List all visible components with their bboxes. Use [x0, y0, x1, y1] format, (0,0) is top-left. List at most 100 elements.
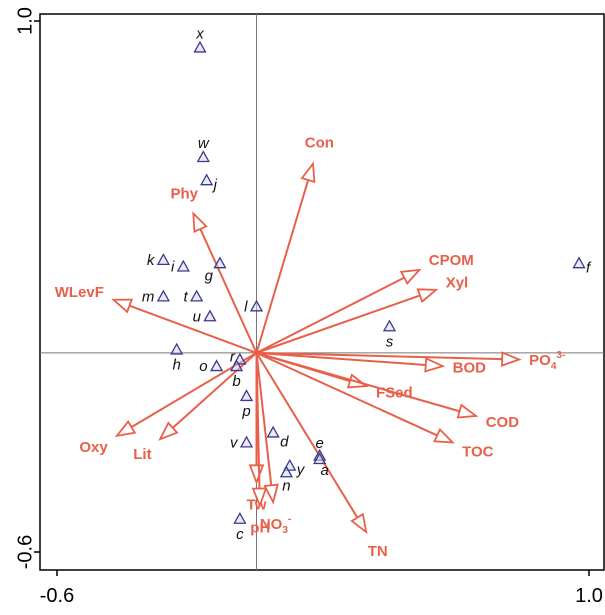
site-label: k — [147, 252, 156, 269]
site-label: g — [205, 267, 214, 284]
vector-shaft — [256, 351, 503, 361]
site-label: v — [230, 434, 239, 451]
vector-arrowhead — [263, 483, 279, 505]
vector-phy: Phy — [170, 185, 258, 354]
vector-arrowhead — [456, 403, 479, 419]
site-marker — [200, 173, 214, 186]
site-v: v — [230, 434, 254, 451]
site-label: t — [183, 288, 188, 305]
vector-arrowhead — [114, 419, 137, 438]
vector-shaft — [256, 276, 405, 354]
vector-label: Oxy — [79, 439, 108, 456]
site-label: j — [212, 176, 218, 193]
vector-arrowhead — [501, 351, 522, 367]
vector-shaft — [256, 294, 421, 354]
site-label: n — [282, 477, 290, 494]
vector-label: WLevF — [55, 284, 104, 301]
vector-shaft — [129, 304, 257, 354]
site-marker — [203, 309, 217, 322]
site-label: a — [321, 462, 329, 479]
site-marker — [156, 253, 171, 266]
site-h: h — [170, 342, 184, 374]
site-g: g — [205, 256, 227, 284]
y-tick-label: 1.0 — [14, 7, 36, 35]
site-label: m — [142, 288, 155, 305]
x-tick-label: 1.0 — [575, 585, 603, 607]
vector-label: pH — [250, 520, 270, 537]
site-marker — [239, 435, 254, 448]
vector-shaft — [255, 352, 359, 519]
site-label: e — [316, 435, 324, 452]
site-u: u — [193, 308, 217, 325]
vector-arrowhead — [300, 161, 316, 184]
vector-label: CPOM — [429, 252, 474, 269]
site-l: l — [244, 298, 264, 315]
vector-label: NO3- — [260, 514, 291, 536]
site-w: w — [196, 135, 210, 163]
site-label: d — [280, 434, 289, 451]
vector-label: Con — [305, 135, 334, 152]
site-marker — [313, 452, 327, 465]
vector-label: Xyl — [446, 275, 469, 292]
vector-wlevf: WLevF — [55, 284, 257, 354]
site-label: w — [198, 135, 210, 152]
vector-layer: ConPhyCPOMXylWLevFPO43-BODFSedCODTOCOxyL… — [55, 135, 566, 560]
site-marker — [193, 40, 207, 53]
vector-shaft — [255, 179, 310, 354]
vector-arrowhead — [251, 487, 268, 509]
vector-ph: pH — [250, 352, 270, 537]
vector-no: NO3- — [255, 352, 291, 536]
site-marker — [156, 289, 171, 302]
vector-xyl: Xyl — [256, 275, 469, 354]
vector-arrowhead — [424, 357, 446, 373]
y-tick-label: -0.6 — [14, 535, 36, 569]
site-marker — [249, 299, 264, 312]
site-label: h — [173, 357, 181, 374]
vector-shaft — [255, 352, 261, 489]
axes: -0.6 1.0 -0.6 1.0 — [14, 7, 604, 607]
site-marker — [266, 425, 280, 438]
site-x: x — [193, 26, 207, 53]
vector-label: COD — [486, 414, 520, 431]
site-j: j — [200, 173, 218, 193]
vector-shaft — [199, 228, 258, 354]
vector-shaft — [256, 351, 438, 437]
site-marker — [382, 319, 397, 332]
site-marker — [213, 256, 227, 269]
vector-cpom: CPOM — [256, 252, 474, 354]
site-label: i — [171, 259, 175, 276]
vector-toc: TOC — [256, 351, 494, 461]
site-marker — [279, 465, 294, 478]
site-label: y — [296, 462, 306, 479]
site-marker — [233, 511, 247, 524]
site-k: k — [147, 252, 171, 269]
plot-border — [39, 13, 605, 571]
site-s: s — [382, 319, 397, 350]
vector-cod: COD — [256, 351, 520, 431]
site-marker — [170, 342, 184, 355]
vector-arrowhead — [248, 464, 265, 485]
site-marker — [229, 359, 244, 372]
vector-con: Con — [255, 135, 334, 354]
vector-arrowhead — [192, 211, 208, 234]
vector-arrowhead — [399, 268, 422, 285]
vector-tn: TN — [255, 352, 388, 560]
site-label: b — [232, 373, 240, 390]
vector-bod: BOD — [256, 351, 487, 377]
vector-shaft — [172, 352, 258, 429]
vector-arrowhead — [416, 288, 439, 304]
vector-label: Lit — [133, 446, 151, 463]
site-t: t — [183, 288, 204, 305]
site-label: u — [193, 308, 202, 325]
vector-label: BOD — [453, 360, 487, 377]
site-label: c — [236, 526, 244, 543]
vector-arrowhead — [350, 512, 368, 535]
site-marker — [196, 150, 210, 163]
site-n: n — [279, 465, 294, 494]
site-label: l — [244, 298, 248, 315]
plot-frame — [39, 13, 605, 571]
vector-arrowhead — [158, 421, 179, 441]
site-a: a — [313, 452, 329, 479]
